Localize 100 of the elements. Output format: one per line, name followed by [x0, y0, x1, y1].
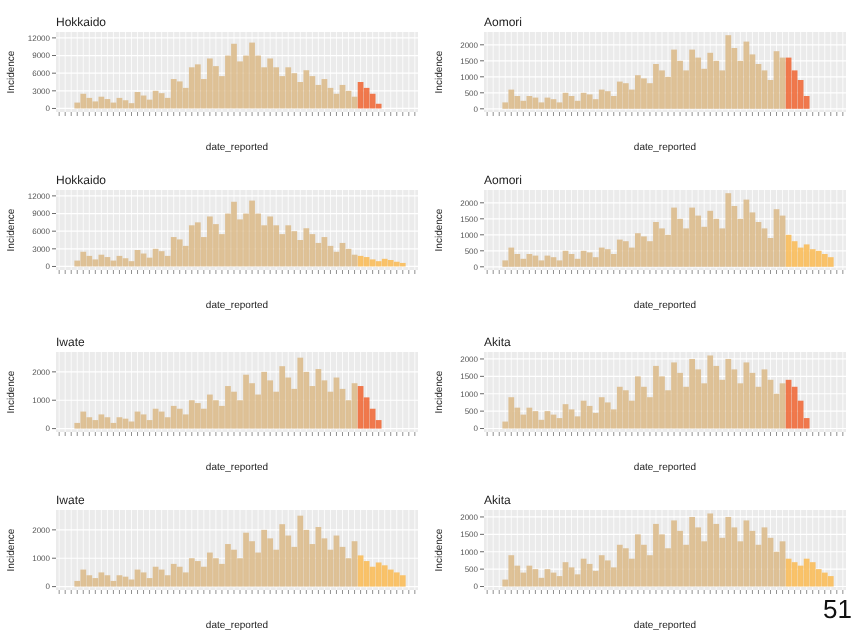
bar [713, 60, 720, 109]
bar [809, 562, 816, 587]
bar [604, 249, 611, 267]
bar [92, 259, 99, 267]
bar [92, 420, 99, 429]
bar [653, 64, 659, 109]
bar [104, 417, 111, 429]
bar [213, 224, 219, 267]
bar [225, 386, 231, 429]
bar [598, 89, 605, 109]
bar [653, 523, 659, 587]
bar [827, 576, 834, 587]
bar [797, 565, 804, 587]
bar [622, 83, 629, 109]
bar [375, 562, 382, 587]
bar [98, 572, 105, 587]
bar [659, 228, 665, 267]
bar [170, 237, 177, 267]
bar [622, 241, 629, 267]
bar [188, 67, 195, 109]
bar [176, 408, 183, 429]
bar [387, 260, 394, 267]
bar [713, 218, 720, 267]
bar [291, 231, 298, 267]
bar [309, 76, 316, 109]
bar [821, 254, 828, 267]
bar [671, 49, 677, 109]
bar [381, 258, 388, 267]
bar [671, 207, 677, 267]
bar [653, 222, 659, 267]
bar [86, 417, 93, 429]
bar [98, 414, 105, 429]
bar [689, 358, 695, 429]
bar [622, 390, 629, 429]
bar [279, 524, 286, 587]
bar [176, 81, 183, 109]
bar [598, 397, 605, 429]
bar [194, 403, 201, 429]
bar [188, 225, 195, 267]
bar [297, 357, 304, 429]
bar [207, 216, 213, 267]
bar [671, 520, 677, 587]
bar [303, 228, 310, 267]
bar [116, 417, 123, 429]
bar [375, 261, 382, 267]
bar [110, 580, 117, 587]
bar [231, 549, 237, 587]
bar [689, 49, 695, 109]
bar [80, 569, 87, 587]
bar [586, 563, 593, 587]
bar [207, 394, 213, 429]
bar [80, 93, 87, 109]
bar [140, 414, 147, 429]
bar [140, 572, 147, 587]
bar [170, 405, 177, 429]
bar [243, 532, 249, 587]
bar [635, 233, 641, 267]
bar [369, 259, 376, 267]
bar [207, 552, 213, 587]
bar [725, 358, 732, 429]
bar [526, 254, 533, 267]
bar [508, 89, 515, 109]
bar [231, 391, 237, 429]
bar [695, 215, 702, 267]
bar [116, 575, 123, 587]
bar [707, 52, 714, 109]
bar [568, 567, 575, 587]
bar [176, 239, 183, 267]
bar [544, 411, 551, 429]
bar [194, 561, 201, 587]
bar [538, 102, 545, 109]
bar [303, 70, 310, 109]
bar [92, 101, 99, 109]
bar [297, 515, 304, 587]
bar [520, 414, 527, 429]
bar [249, 541, 255, 587]
bar [309, 234, 316, 267]
bar [725, 516, 732, 587]
bar [532, 411, 539, 429]
bar [622, 548, 629, 587]
bar [653, 365, 659, 429]
bar [550, 257, 557, 267]
bar [188, 400, 195, 429]
bar [508, 555, 515, 587]
bar [635, 75, 641, 109]
bar [562, 562, 569, 587]
bar [520, 572, 527, 587]
bar [387, 569, 394, 587]
bar [815, 569, 822, 587]
bar [604, 560, 611, 587]
bar [369, 93, 376, 109]
bar [80, 411, 87, 429]
text: 51 [823, 594, 852, 624]
bar [399, 575, 406, 587]
bar [671, 362, 677, 429]
bar [526, 407, 533, 429]
bar [616, 81, 623, 109]
bar [544, 569, 551, 587]
bar [158, 93, 165, 109]
bar [249, 383, 255, 429]
